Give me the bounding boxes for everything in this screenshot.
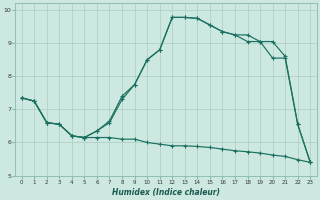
X-axis label: Humidex (Indice chaleur): Humidex (Indice chaleur) xyxy=(112,188,220,197)
